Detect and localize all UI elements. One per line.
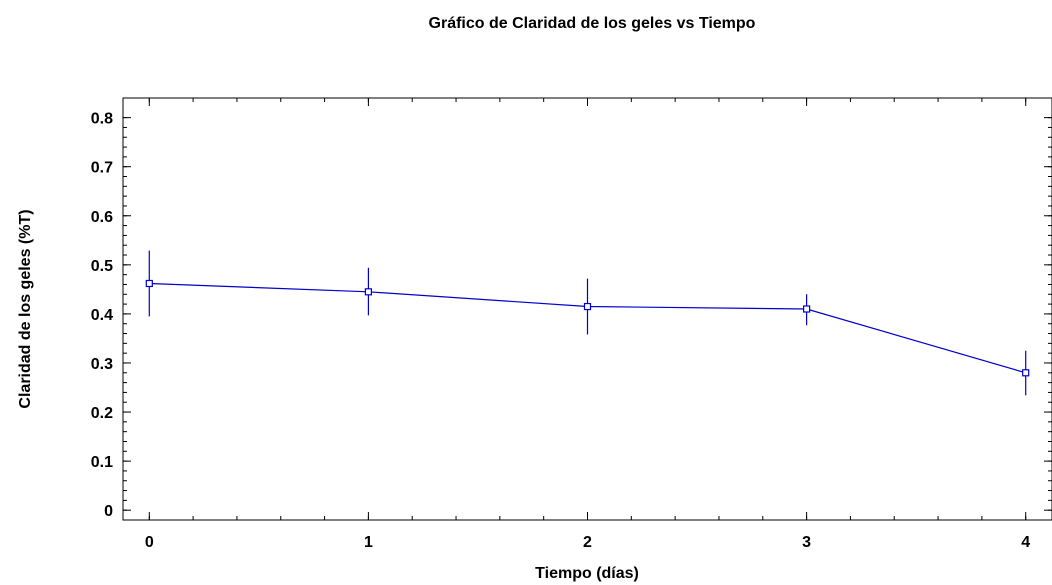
y-tick-label: 0.1 [91, 454, 113, 471]
data-point [1022, 369, 1030, 377]
y-axis-ticks [123, 117, 1052, 511]
y-tick-label: 0.3 [91, 356, 113, 373]
data-point [145, 279, 153, 288]
y-axis-label: Claridad de los geles (%T) [17, 209, 34, 408]
data-point [803, 305, 811, 313]
data-point [583, 302, 592, 311]
x-axis-label: Tiempo (días) [535, 565, 639, 582]
series-group [145, 250, 1030, 396]
y-tick-label: 0.7 [91, 160, 113, 177]
x-tick-label: 0 [145, 534, 154, 551]
y-axis-tick-labels: 0 0.1 0.2 0.3 0.4 0.5 0.6 0.7 0.8 [91, 111, 113, 521]
x-axis-ticks [148, 98, 1027, 520]
y-tick-label: 0.8 [91, 111, 113, 128]
y-tick-label: 0 [104, 503, 113, 520]
y-tick-label: 0.5 [91, 258, 113, 275]
x-tick-label: 1 [364, 534, 373, 551]
x-axis-tick-labels: 0 1 2 3 4 [145, 534, 1030, 551]
x-tick-label: 2 [583, 534, 592, 551]
x-tick-label: 4 [1021, 534, 1030, 551]
x-tick-label: 3 [802, 534, 811, 551]
chart-title: Gráfico de Claridad de los geles vs Tiem… [429, 15, 756, 32]
y-tick-label: 0.2 [91, 405, 113, 422]
y-tick-label: 0.6 [91, 209, 113, 226]
y-tick-label: 0.4 [91, 307, 113, 324]
data-point [364, 288, 372, 296]
